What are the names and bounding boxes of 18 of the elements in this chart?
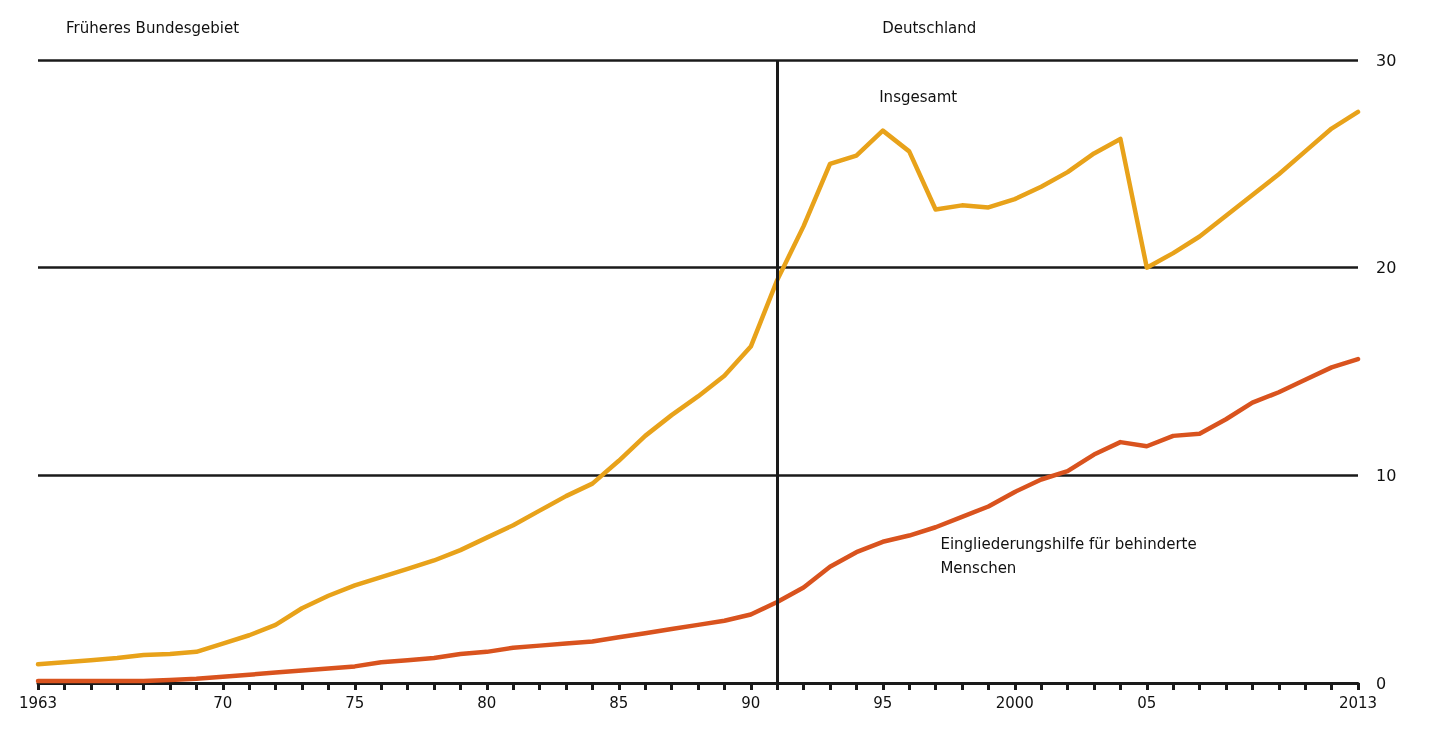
text: Deutschland	[882, 18, 977, 37]
series-label: Eingliederungshilfe für behinderte Menschen	[940, 535, 1202, 578]
x-tick-label: 2013	[1338, 693, 1378, 712]
y-tick-label: 10	[1376, 465, 1397, 485]
y-tick-label: 0	[1376, 673, 1387, 693]
x-tick-label: 05	[1137, 693, 1157, 712]
y-tick-label: 20	[1376, 258, 1397, 278]
x-tick-label: 70	[213, 693, 233, 712]
x-tick-label: 80	[477, 693, 497, 712]
x-tick-label: 95	[873, 693, 893, 712]
x-tick-label: 85	[609, 693, 629, 712]
series-label: Insgesamt	[879, 88, 958, 106]
y-tick-label: 30	[1376, 50, 1397, 70]
x-tick-label: 90	[741, 693, 761, 712]
text: Früheres Bundesgebiet	[66, 18, 240, 37]
x-tick-label: 1963	[18, 693, 58, 712]
x-tick-label: 2000	[995, 693, 1034, 712]
x-tick-label: 75	[345, 693, 365, 712]
